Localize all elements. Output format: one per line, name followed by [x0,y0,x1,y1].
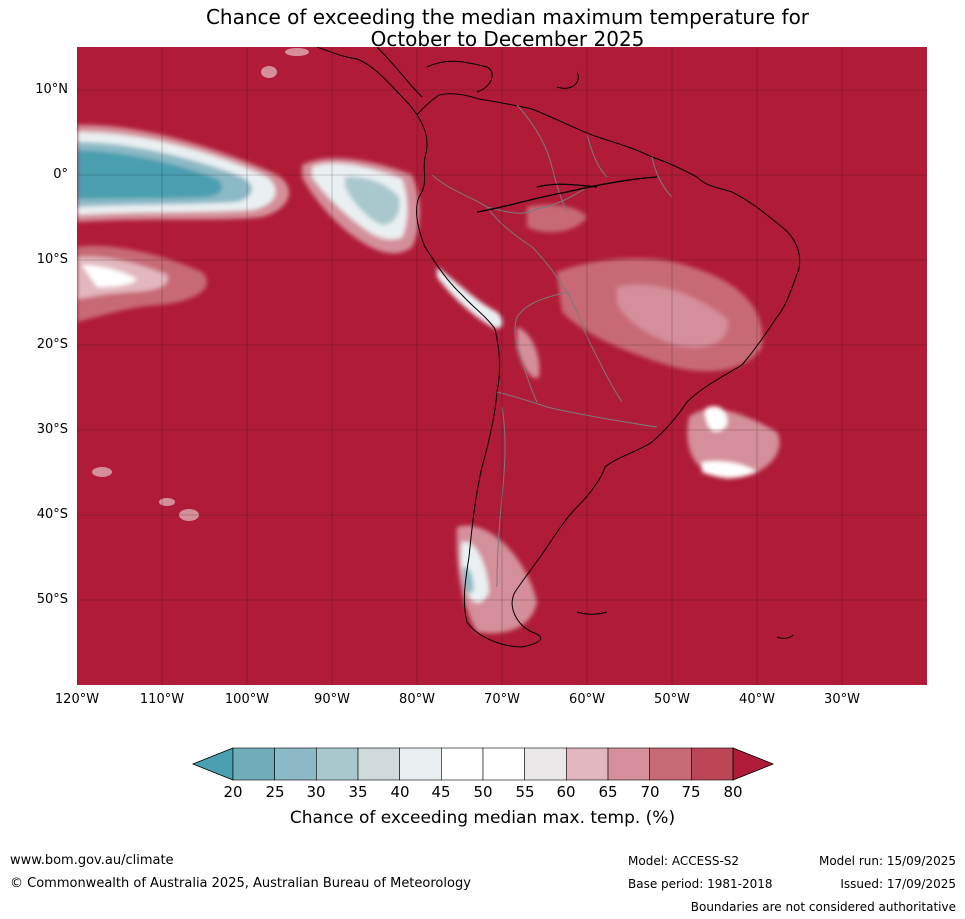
colorbar-cell [482,747,525,781]
colorbar-cell [232,747,275,781]
lat-label-40s: 40°S [36,507,68,522]
colorbar-tick: 40 [390,783,410,801]
lat-label-30s: 30°S [36,422,68,437]
colorbar-tick: 70 [640,783,660,801]
patch [159,498,175,506]
lon-label-120w: 120°W [54,692,100,707]
south-atlantic-anomaly [687,406,780,479]
footer-disclaimer: Boundaries are not considered authoritat… [690,900,956,914]
colorbar-tick: 80 [723,783,743,801]
rivers [476,176,658,213]
lon-label-50w: 50°W [654,692,690,707]
gran-chaco-anomaly [517,327,540,378]
lat-label-0: 0° [53,167,68,182]
coastal-pacific-anomaly [302,158,420,254]
coastlines [316,47,801,648]
lon-label-80w: 80°W [399,692,435,707]
colorbar-label: Chance of exceeding median max. temp. (%… [289,808,676,828]
colorbar-extend-high [732,747,775,781]
colorbar-tick: 60 [556,783,576,801]
footer-model: Model: ACCESS-S2 [628,854,740,868]
lon-label-110w: 110°W [139,692,185,707]
colorbar-cell [607,747,650,781]
graticule [77,47,927,685]
probability-map [77,47,927,685]
colorbar-cell [566,747,609,781]
lon-label-70w: 70°W [484,692,520,707]
footer-base-period: Base period: 1981-2018 [628,877,773,891]
lat-label-10n: 10°N [35,82,68,97]
lat-label-50s: 50°S [36,592,68,607]
colorbar-cell [274,747,317,781]
patch [92,467,112,477]
lat-label-10s: 10°S [36,252,68,267]
colorbar-cell [649,747,692,781]
colorbar-tick: 50 [473,783,493,801]
footer-copyright: © Commonwealth of Australia 2025, Austra… [10,876,471,891]
colorbar-cell [357,747,400,781]
lat-label-20s: 20°S [36,337,68,352]
colorbar-tick: 55 [515,783,535,801]
colorbar-tick: 45 [431,783,451,801]
colorbar-cell [691,747,734,781]
colorbar-tick: 65 [598,783,618,801]
map-title-line1: Chance of exceeding the median maximum t… [205,5,810,29]
colorbar-tick: 25 [265,783,285,801]
equatorial-pacific-anomaly [77,124,289,322]
lon-label-60w: 60°W [569,692,605,707]
lon-label-30w: 30°W [824,692,860,707]
colorbar-tick: 20 [223,783,243,801]
footer-website: www.bom.gov.au/climate [10,853,174,868]
colorbar-tick: 35 [348,783,368,801]
colorbar-extend-low [191,747,234,781]
map-title-line2: October to December 2025 [370,27,645,51]
patch [285,48,309,56]
colorbar [191,747,775,781]
patch [179,509,199,521]
lon-label-40w: 40°W [739,692,775,707]
footer-issued: Issued: 17/09/2025 [840,877,956,891]
colorbar-tick: 30 [306,783,326,801]
andes-anomaly [437,267,503,329]
brazil-anomaly [527,204,763,372]
colorbar-cell [316,747,359,781]
colorbar-cell [441,747,484,781]
lon-label-100w: 100°W [224,692,270,707]
footer-model-run: Model run: 15/09/2025 [818,854,956,868]
colorbar-cell [524,747,567,781]
colorbar-tick: 75 [681,783,701,801]
colorbar-cell [399,747,442,781]
patch [261,66,277,78]
lon-label-90w: 90°W [314,692,350,707]
country-borders [431,104,673,588]
